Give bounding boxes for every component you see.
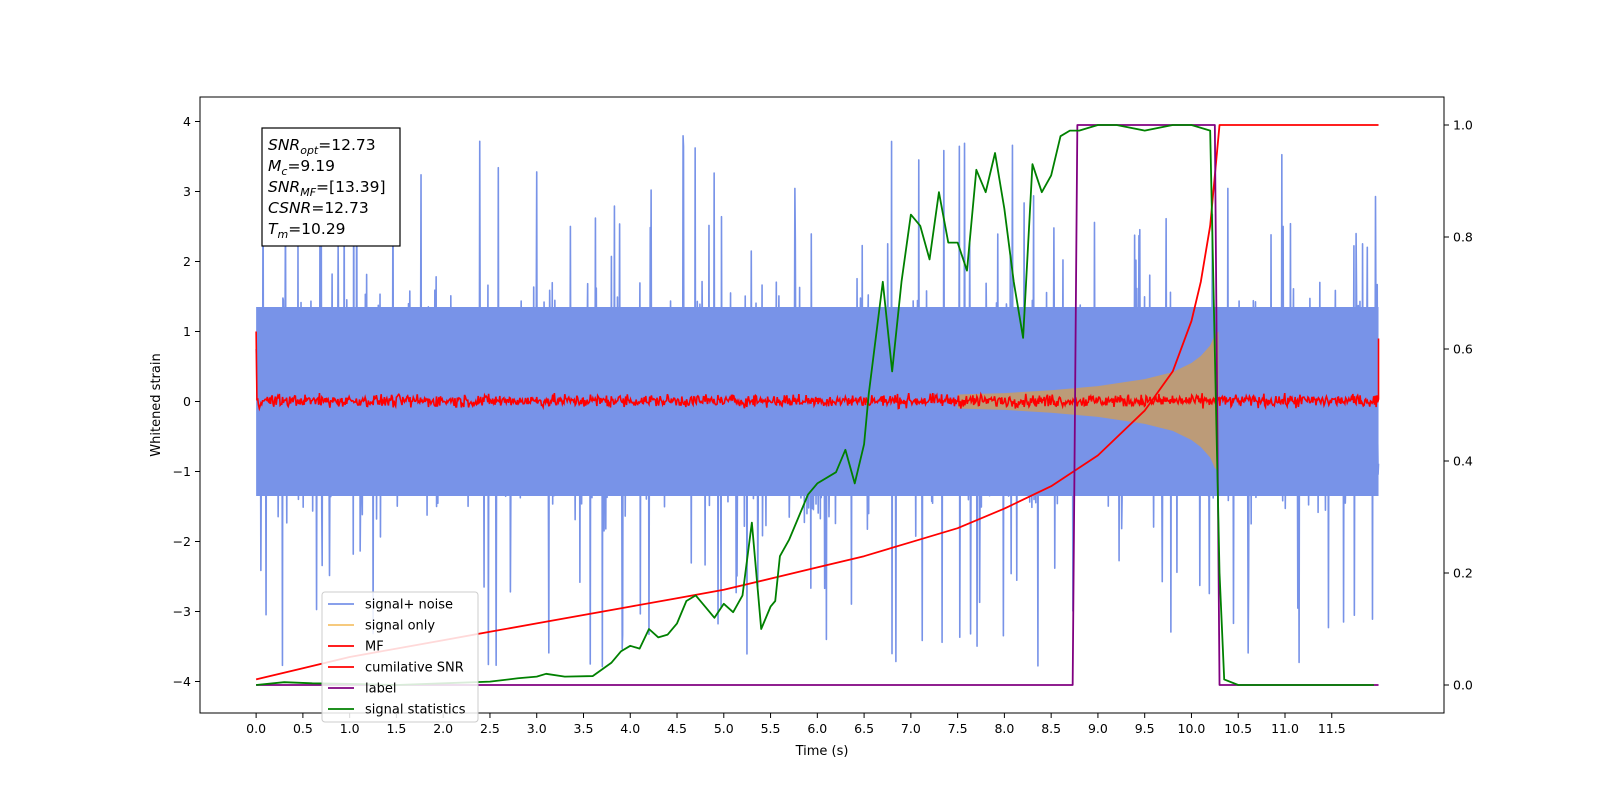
y2-tick-label: 0.2 [1453, 566, 1473, 581]
legend-label: signal+ noise [365, 598, 453, 613]
y2-tick-label: 0.8 [1453, 230, 1473, 245]
x-tick-label: 11.5 [1318, 721, 1346, 736]
x-axis-title: Time (s) [795, 744, 849, 759]
y-tick-label: 2 [183, 254, 191, 269]
info-line: SNRopt=12.73 [268, 136, 376, 157]
x-tick-label: 5.5 [761, 721, 781, 736]
x-tick-label: 4.5 [667, 721, 687, 736]
info-line: SNRMF=[13.39] [268, 178, 386, 199]
x-tick-label: 10.5 [1224, 721, 1252, 736]
y-axis-title: Whitened strain [149, 353, 164, 456]
axes: 0.0 0.5 1.0 1.5 2.0 2.5 3.0 3.5 4.0 4.5 5.0 5.5 6.0 6… [149, 96, 1473, 759]
x-tick-label: 0.0 [246, 721, 266, 736]
y-tick-label: −4 [173, 674, 191, 689]
legend-label: MF [365, 640, 384, 655]
x-tick-label: 0.5 [293, 721, 313, 736]
x-tick-label: 8.0 [994, 721, 1014, 736]
x-tick-label: 10.0 [1178, 721, 1206, 736]
info-line: CSNR=12.73 [268, 199, 369, 217]
info-box-frame [261, 127, 401, 247]
x-tick-label: 2.5 [480, 721, 500, 736]
y-tick-label: 3 [183, 184, 191, 199]
mf-line [255, 331, 1380, 412]
x-tick-label: 3.5 [574, 721, 594, 736]
x-tick-label: 5.0 [714, 721, 734, 736]
x-tick-label: 1.0 [340, 721, 360, 736]
x-tick-label: 11.0 [1271, 721, 1299, 736]
y-tick-label: 0 [183, 394, 191, 409]
y-tick-label: 4 [183, 114, 191, 129]
y-tick-label: −3 [173, 604, 191, 619]
y2-tick-label: 0.0 [1453, 678, 1473, 693]
x-tick-label: 1.5 [386, 721, 406, 736]
y2-tick-label: 0.4 [1453, 454, 1473, 469]
x-tick-label: 3.0 [527, 721, 547, 736]
info-line: Tm=10.29 [268, 220, 346, 241]
signal-statistics-line [256, 124, 1374, 686]
plot-frame [199, 96, 1445, 714]
info-box: SNRopt=12.73Mc=9.19SNRMF=[13.39]CSNR=12.… [261, 127, 401, 247]
x-tick-label: 6.5 [854, 721, 874, 736]
x-tick-label: 2.0 [433, 721, 453, 736]
x-tick-label: 8.5 [1041, 721, 1061, 736]
legend-label: cumilative SNR [365, 661, 464, 676]
legend: signal+ noise signal only MF cumilative SNR… [321, 591, 479, 723]
y-tick-label: −1 [173, 464, 191, 479]
legend-label: label [365, 682, 396, 697]
x-tick-label: 7.5 [948, 721, 968, 736]
legend-label: signal statistics [365, 703, 466, 718]
y2-tick-label: 0.6 [1453, 342, 1473, 357]
y-tick-label: 1 [183, 324, 191, 339]
legend-frame [321, 591, 479, 723]
x-tick-label: 9.5 [1135, 721, 1155, 736]
legend-label: signal only [365, 619, 435, 634]
y2-tick-label: 1.0 [1453, 118, 1473, 133]
x-tick-label: 6.0 [807, 721, 827, 736]
plot-area [255, 124, 1380, 686]
x-tick-label: 4.0 [620, 721, 640, 736]
x-tick-label: 7.0 [901, 721, 921, 736]
info-line: Mc=9.19 [268, 157, 335, 178]
y-tick-label: −2 [173, 534, 191, 549]
x-tick-label: 9.0 [1088, 721, 1108, 736]
